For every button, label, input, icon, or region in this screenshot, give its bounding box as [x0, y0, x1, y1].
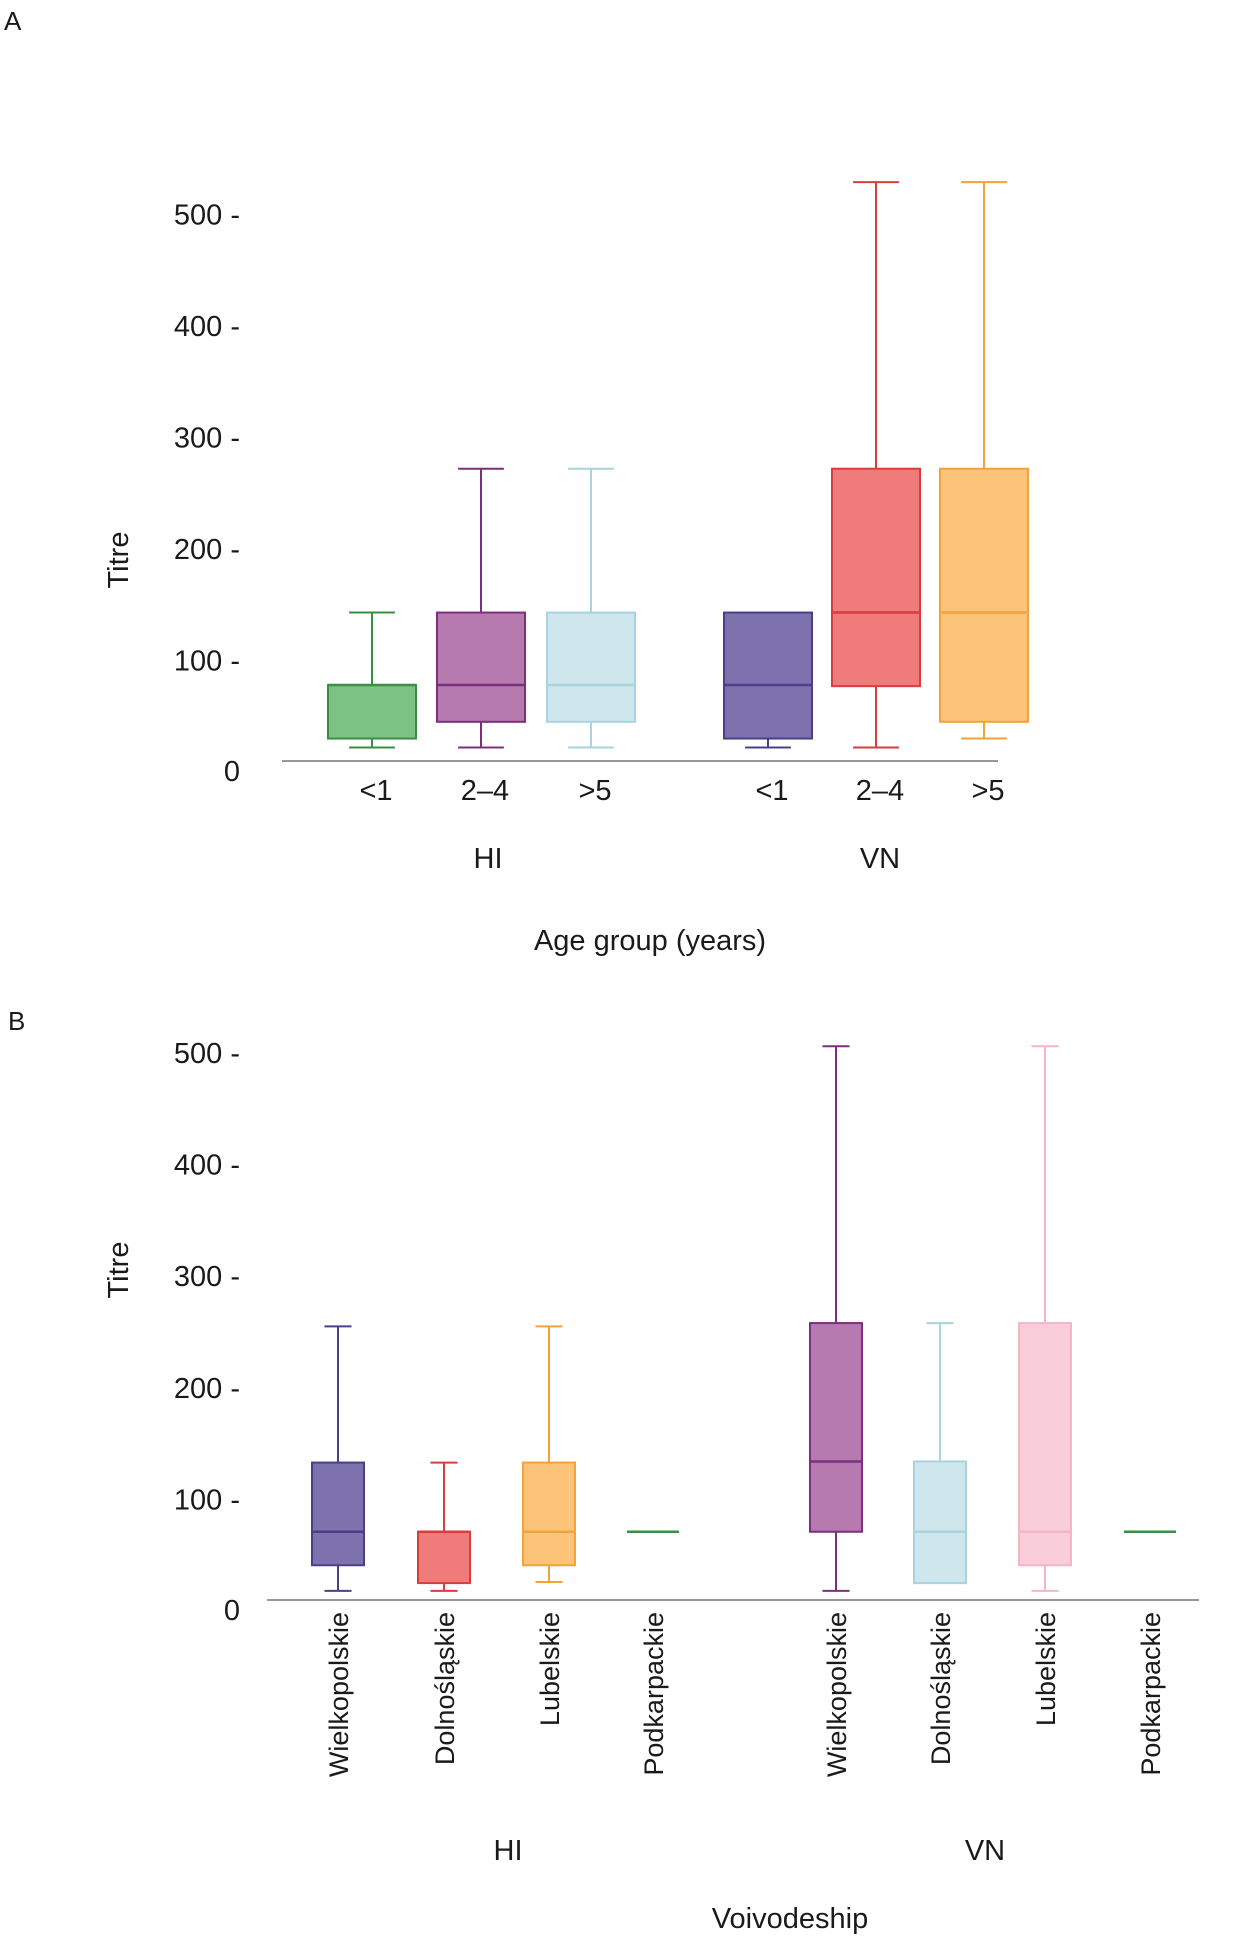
x-tick-label: Lubelskie [1031, 1612, 1061, 1726]
x-tick-label: 2–4 [856, 775, 904, 807]
box [546, 611, 636, 723]
box [327, 684, 417, 740]
x-tick-label: Podkarpackie [1136, 1612, 1166, 1776]
y-tick-label: 200 - [174, 1373, 240, 1405]
y-axis-label: Titre [103, 1242, 135, 1299]
y-tick-label: 200 - [174, 534, 240, 566]
x-tick-label: Lubelskie [535, 1612, 565, 1726]
y-tick-label: 400 - [174, 1150, 240, 1182]
y-tick-label: 100 - [174, 646, 240, 678]
x-tick-label: >5 [971, 775, 1004, 807]
y-tick-label: 500 - [174, 200, 240, 232]
y-tick-label: 300 - [174, 1261, 240, 1293]
y-tick-label: 0 [224, 1595, 240, 1627]
x-axis-label: Voivodeship [712, 1903, 868, 1935]
group-label: VN [860, 843, 900, 875]
group-label: VN [965, 1835, 1005, 1867]
y-tick-label: 500 - [174, 1038, 240, 1070]
group-label: HI [494, 1835, 523, 1867]
y-tick-label: 0 [224, 756, 240, 788]
group-label: HI [474, 843, 503, 875]
x-tick-label: Podkarpackie [639, 1612, 669, 1776]
y-axis-label: Titre [103, 532, 135, 589]
panel-label: A [4, 6, 22, 36]
y-tick-label: 400 - [174, 311, 240, 343]
box [939, 467, 1029, 723]
y-tick-label: 100 - [174, 1484, 240, 1516]
box [417, 1530, 471, 1585]
x-tick-label: 2–4 [461, 775, 509, 807]
box [913, 1460, 967, 1585]
x-tick-label: Dolnośląskie [430, 1612, 460, 1765]
box [831, 467, 921, 688]
box [809, 1322, 863, 1533]
x-tick-label: Wielkopolskie [324, 1612, 354, 1777]
x-tick-label: <1 [359, 775, 392, 807]
panel-label: B [8, 1006, 25, 1036]
y-tick-label: 300 - [174, 423, 240, 455]
x-tick-label: Dolnośląskie [926, 1612, 956, 1765]
x-tick-label: <1 [755, 775, 788, 807]
box [522, 1461, 576, 1567]
x-tick-label: >5 [578, 775, 611, 807]
box [436, 611, 526, 723]
x-axis-label: Age group (years) [534, 925, 766, 957]
box [1018, 1322, 1072, 1567]
box [311, 1461, 365, 1567]
x-tick-label: Wielkopolskie [822, 1612, 852, 1777]
box [723, 611, 813, 740]
